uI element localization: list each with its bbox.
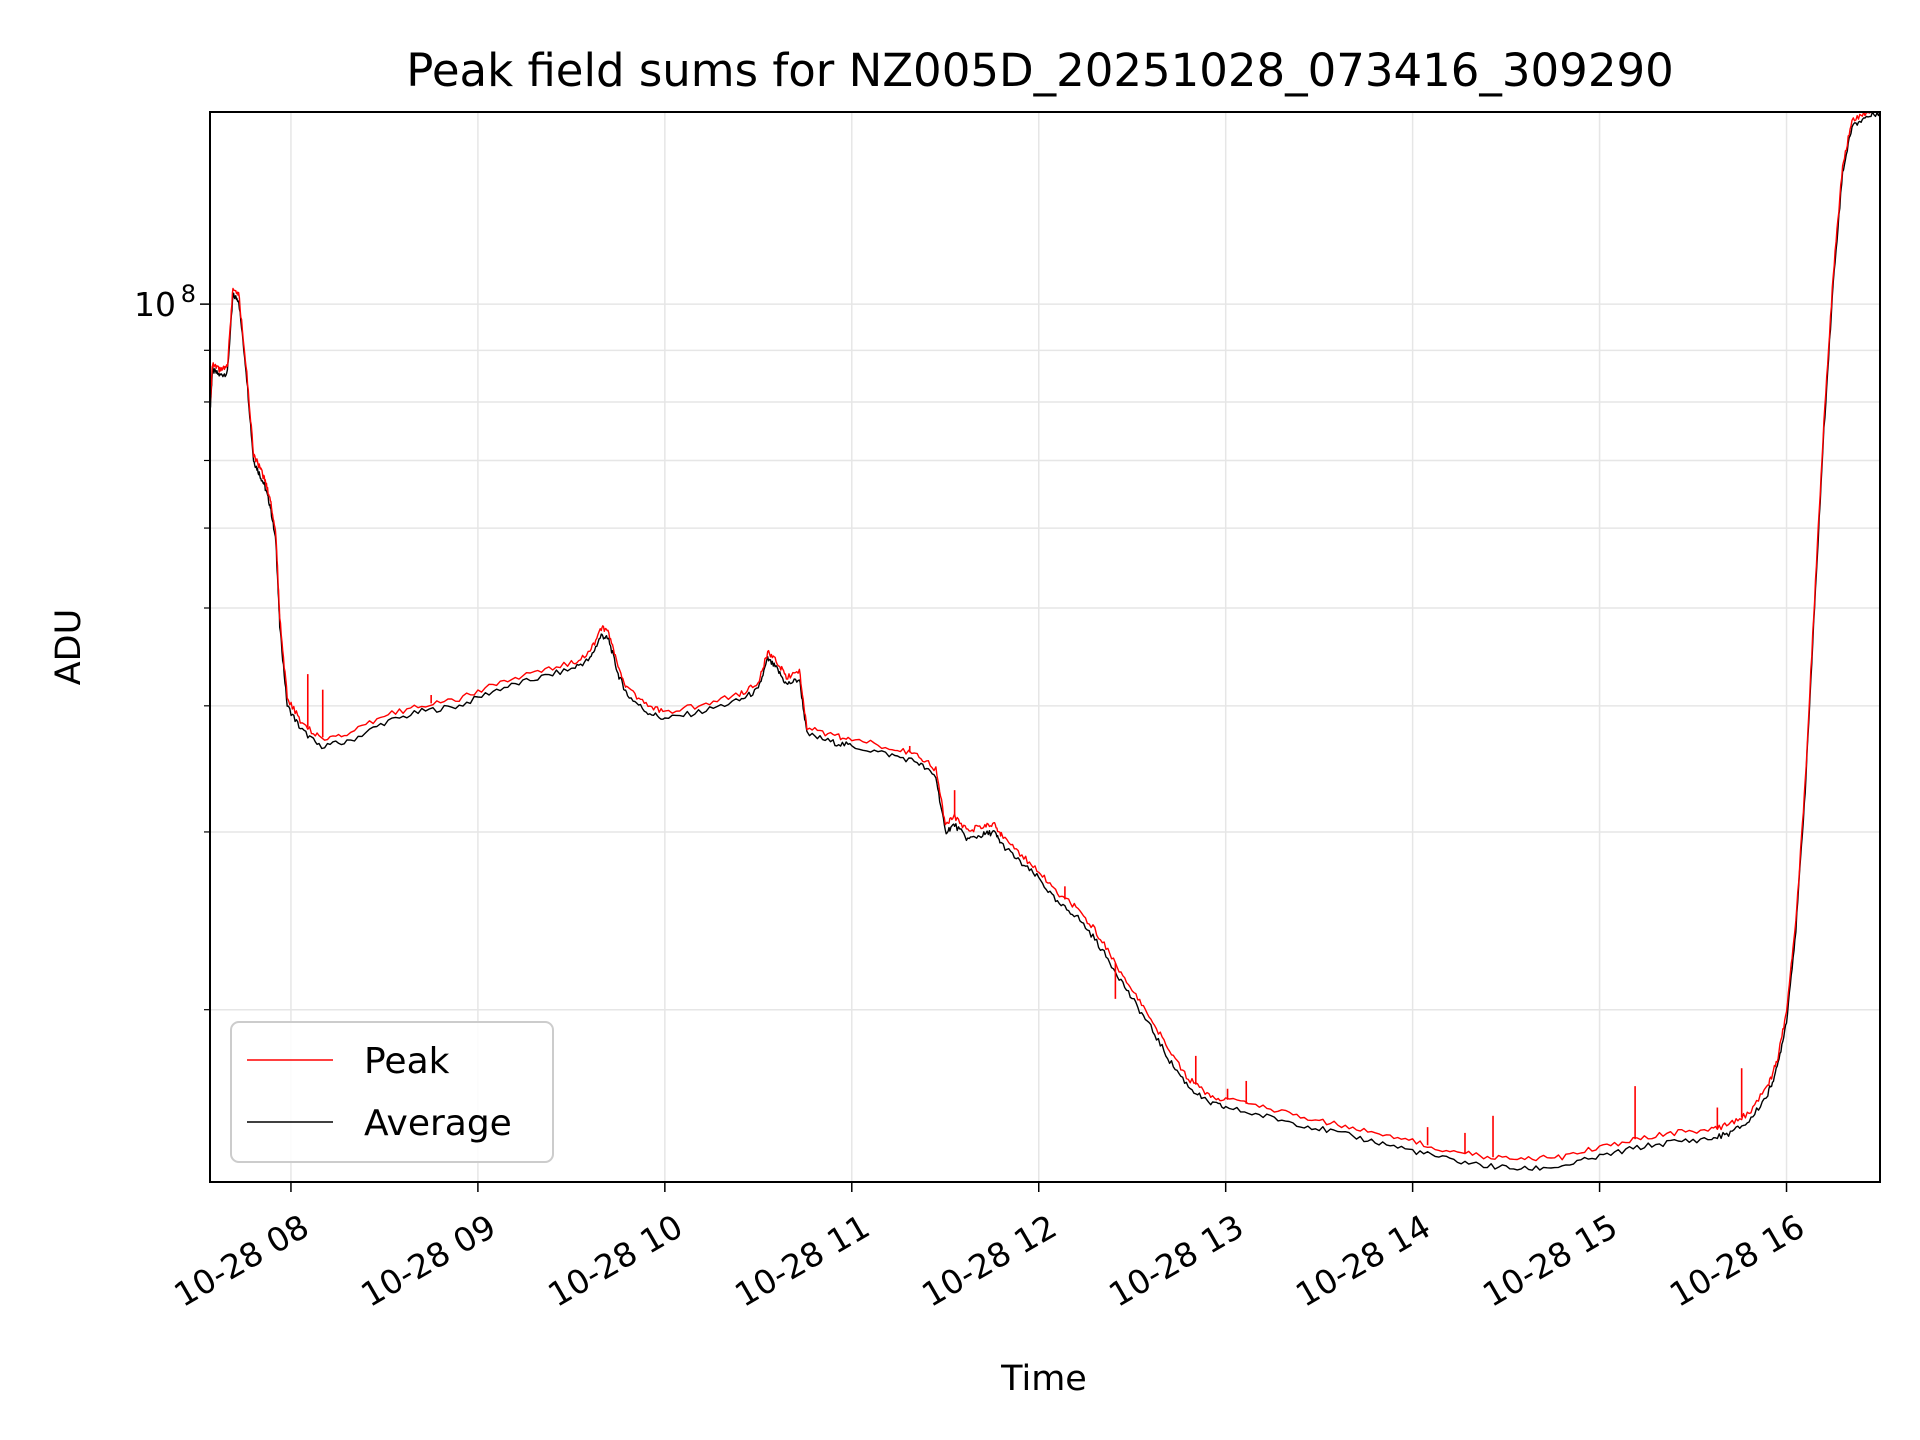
- series-layer: [209, 111, 1881, 1171]
- legend-label-average: Average: [364, 1103, 512, 1144]
- y-tick-exponent: 8: [181, 280, 196, 308]
- series-line-peak: [209, 111, 1880, 1162]
- y-tick-base: 10: [134, 285, 176, 324]
- series-line-average: [209, 111, 1881, 1171]
- legend-box: [230, 1021, 554, 1163]
- legend: Peak Average: [230, 1021, 554, 1163]
- y-axis-label: ADU: [49, 609, 89, 686]
- x-axis-label: Time: [1000, 1359, 1087, 1399]
- grid: [210, 112, 1880, 1182]
- legend-label-peak: Peak: [364, 1041, 450, 1082]
- y-tick-label: 10 8: [134, 280, 196, 324]
- plot-frame: [209, 111, 1881, 1183]
- chart-title: Peak field sums for NZ005D_20251028_0734…: [406, 44, 1673, 97]
